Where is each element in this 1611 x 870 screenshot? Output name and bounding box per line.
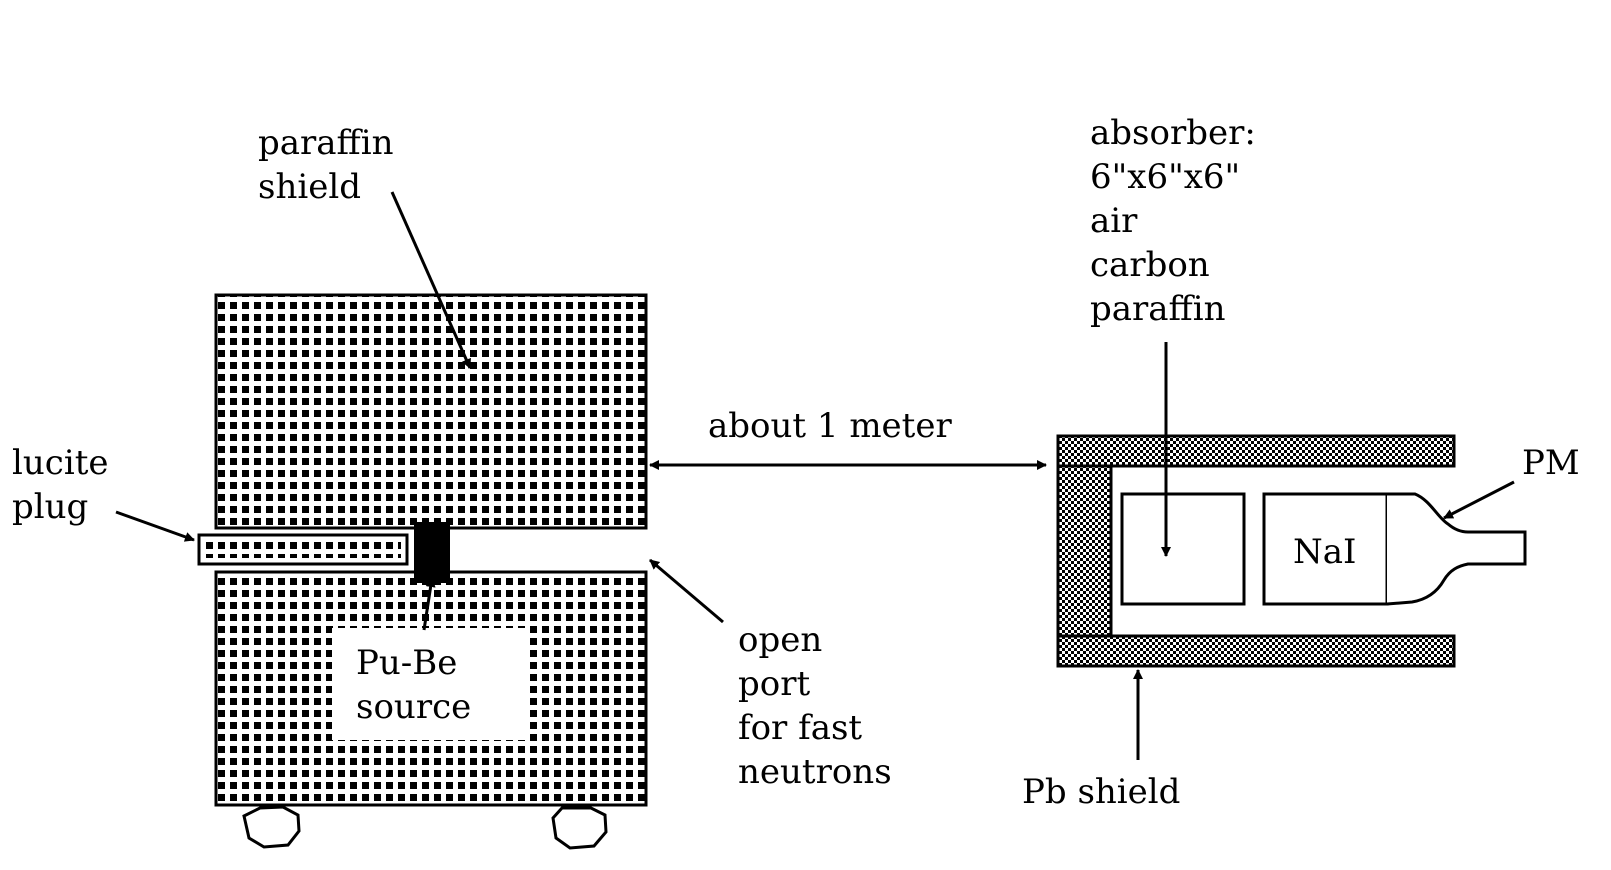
paraffin-shield-upper	[214, 293, 648, 530]
lucite-plug-fill	[205, 541, 401, 558]
open-port-label: open port for fast neutrons	[738, 620, 892, 792]
pu-be-source	[414, 522, 450, 583]
nai-crystal	[1262, 492, 1389, 606]
pb-shield-label: Pb shield	[1022, 772, 1180, 812]
distance-label: about 1 meter	[708, 406, 952, 446]
paraffin-shield-arrow	[390, 191, 472, 369]
source-label-window	[332, 628, 526, 740]
absorber-box	[1120, 492, 1246, 606]
paraffin-shield-label: paraffin shield	[258, 123, 404, 207]
pb-shield-back	[1056, 464, 1113, 638]
pb-shield-bottom	[1056, 634, 1456, 668]
lucite-plug-arrow	[115, 510, 195, 542]
open-port-arrow	[649, 558, 724, 624]
photomultiplier	[1386, 492, 1527, 606]
pb-shield-top	[1056, 434, 1456, 468]
nai-label: NaI	[1293, 532, 1356, 572]
pm-arrow	[1443, 480, 1515, 520]
lucite-plug-label: lucite plug	[12, 443, 119, 527]
pm-label: PM	[1522, 443, 1580, 483]
absorber-label: absorber: 6"x6"x6" air carbon paraffin	[1090, 113, 1267, 329]
wheel-left	[242, 805, 301, 849]
source-label: Pu-Be source	[356, 643, 471, 727]
source-arrow	[422, 577, 436, 631]
wheel-right	[551, 806, 608, 850]
